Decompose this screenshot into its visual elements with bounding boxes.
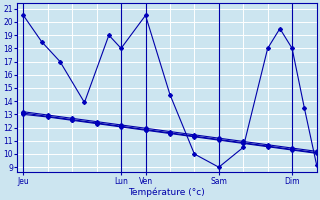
X-axis label: Température (°c): Température (°c) [129, 187, 205, 197]
